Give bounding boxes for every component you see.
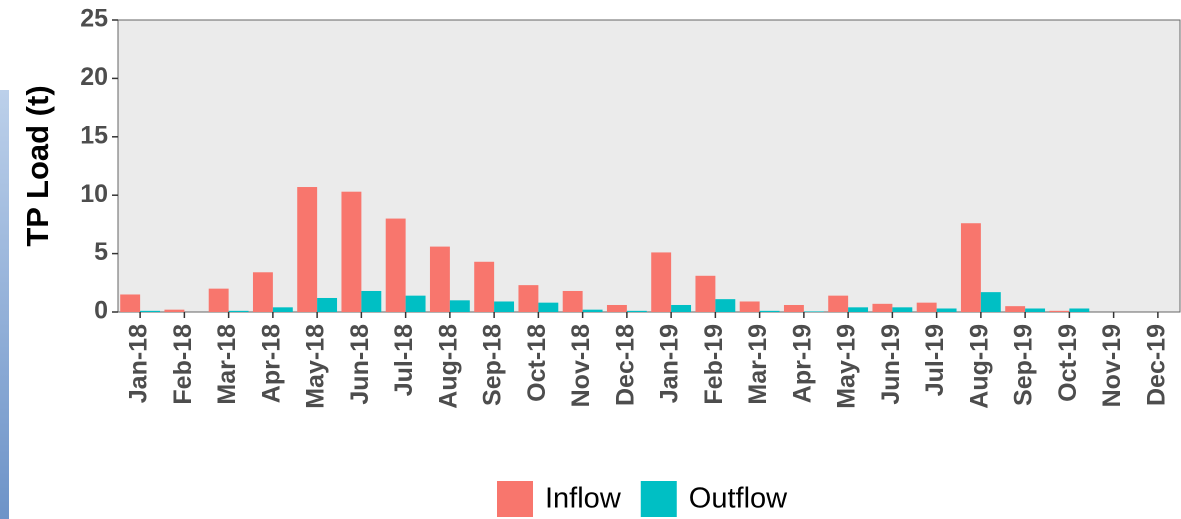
bar bbox=[120, 294, 141, 312]
bar bbox=[960, 223, 981, 312]
x-tick-label: Jan-19 bbox=[656, 324, 684, 403]
x-tick-label: May-19 bbox=[833, 324, 861, 409]
bar bbox=[936, 308, 957, 312]
bar bbox=[980, 292, 1001, 312]
bar bbox=[405, 295, 426, 312]
x-tick-label: Apr-19 bbox=[788, 324, 816, 403]
bar bbox=[848, 307, 869, 312]
x-tick-label: Feb-18 bbox=[169, 324, 197, 405]
bar bbox=[208, 288, 229, 312]
bar bbox=[783, 304, 804, 312]
bar bbox=[671, 304, 692, 312]
bar bbox=[494, 301, 515, 312]
x-tick-label: Jun-18 bbox=[346, 324, 374, 405]
bar bbox=[739, 301, 760, 312]
bar bbox=[626, 310, 647, 312]
y-tick-label: 10 bbox=[80, 180, 108, 208]
bar bbox=[582, 309, 603, 312]
bar bbox=[538, 302, 559, 312]
x-tick-label: Aug-19 bbox=[965, 324, 993, 409]
bar bbox=[361, 290, 382, 312]
bar bbox=[715, 299, 736, 312]
x-tick-label: Dec-19 bbox=[1142, 324, 1170, 406]
x-tick-label: Mar-18 bbox=[213, 324, 241, 405]
x-tick-label: Nov-18 bbox=[567, 324, 595, 407]
x-tick-label: Mar-19 bbox=[744, 324, 772, 405]
bar bbox=[695, 275, 716, 312]
bar bbox=[803, 311, 824, 312]
bar bbox=[872, 303, 893, 312]
x-tick-label: Apr-18 bbox=[257, 324, 285, 403]
y-axis-label: TP Load (t) bbox=[20, 85, 55, 246]
x-tick-label: Oct-18 bbox=[523, 324, 551, 402]
bar bbox=[272, 307, 293, 312]
x-tick-label: Jul-19 bbox=[921, 324, 949, 396]
bar bbox=[228, 310, 249, 312]
legend-label: Inflow bbox=[545, 483, 622, 515]
legend-swatch bbox=[640, 481, 677, 517]
y-tick-label: 25 bbox=[80, 5, 108, 33]
x-tick-label: Nov-19 bbox=[1098, 324, 1126, 407]
bar bbox=[606, 304, 627, 312]
bar bbox=[474, 261, 495, 312]
x-tick-label: Jan-18 bbox=[125, 324, 153, 403]
bar bbox=[651, 252, 672, 312]
bar bbox=[252, 272, 273, 312]
x-tick-label: Dec-18 bbox=[611, 324, 639, 406]
x-tick-label: Sep-19 bbox=[1010, 324, 1038, 406]
bar bbox=[828, 295, 849, 312]
bar bbox=[1049, 310, 1070, 312]
bar bbox=[429, 246, 450, 312]
bar bbox=[1069, 308, 1090, 312]
y-tick-label: 15 bbox=[80, 121, 108, 149]
x-tick-label: Feb-19 bbox=[700, 324, 728, 405]
bar bbox=[317, 297, 338, 312]
bar bbox=[164, 309, 185, 312]
bar bbox=[1025, 308, 1046, 312]
window-edge bbox=[0, 90, 9, 519]
bar bbox=[759, 310, 780, 312]
y-tick-label: 0 bbox=[94, 297, 108, 325]
x-tick-label: Jul-18 bbox=[390, 324, 418, 396]
bar bbox=[140, 310, 161, 312]
x-tick-label: Jun-19 bbox=[877, 324, 905, 405]
legend-swatch bbox=[497, 481, 533, 517]
bar bbox=[562, 290, 583, 312]
bar bbox=[892, 307, 913, 312]
bar bbox=[385, 218, 406, 312]
bar bbox=[449, 300, 470, 312]
y-tick-label: 20 bbox=[80, 63, 108, 91]
legend-label: Outflow bbox=[689, 483, 788, 515]
bar bbox=[297, 187, 318, 312]
plot-area bbox=[117, 19, 1181, 313]
x-tick-label: Oct-19 bbox=[1054, 324, 1082, 402]
x-tick-label: May-18 bbox=[302, 324, 330, 409]
x-tick-label: Sep-18 bbox=[479, 324, 507, 406]
bar bbox=[341, 191, 362, 312]
y-tick-label: 5 bbox=[94, 238, 108, 266]
bar bbox=[916, 302, 937, 312]
bar bbox=[518, 285, 539, 312]
x-tick-label: Aug-18 bbox=[434, 324, 462, 409]
bar bbox=[1005, 306, 1026, 312]
